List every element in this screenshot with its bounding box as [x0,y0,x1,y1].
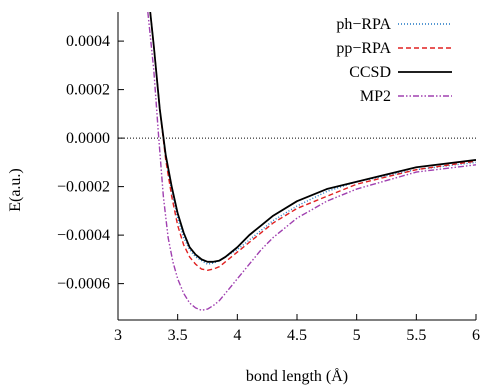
series-line-pp-rpa [149,12,476,271]
x-tick-label: 5 [353,327,361,344]
x-tick-label: 5.5 [406,327,426,344]
x-tick-label: 6 [472,327,480,344]
y-axis-label: E(a.u.) [7,168,24,212]
series-line-mp2 [147,12,476,311]
x-axis-label: bond length (Å) [246,367,348,385]
legend: ph−RPA pp−RPA CCSD MP2 [336,16,452,105]
y-tick-label: −0.0002 [57,179,110,196]
legend-label: CCSD [349,64,391,81]
y-tick-label: 0.0004 [66,33,110,50]
y-tick-label: 0.0000 [66,130,110,147]
x-tick-label: 4.5 [287,327,307,344]
y-tick-label: −0.0006 [57,276,110,293]
axis-ticks: 3 3.5 4 4.5 5 5.5 6 0.0004 0.0002 0.0000 −0.0002 −0… [57,33,480,344]
series-lines [147,12,476,311]
legend-label: ph−RPA [336,16,391,33]
legend-label: pp−RPA [336,40,391,57]
legend-label: MP2 [360,88,391,105]
x-tick-label: 3 [114,327,122,344]
series-line-ccsd [149,12,476,263]
x-tick-label: 4 [233,327,241,344]
x-tick-label: 3.5 [168,327,188,344]
y-tick-label: −0.0004 [57,227,110,244]
y-tick-label: 0.0002 [66,82,110,99]
